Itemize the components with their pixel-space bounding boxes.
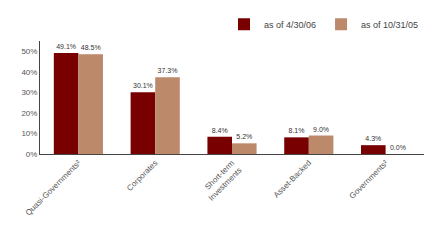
svg-text:50%: 50% [21,47,37,56]
svg-text:Quasi-Governments²: Quasi-Governments² [24,158,83,217]
svg-text:9.0%: 9.0% [313,126,329,133]
svg-text:30.1%: 30.1% [133,82,153,89]
svg-text:37.3%: 37.3% [158,67,178,74]
svg-text:8.1%: 8.1% [289,127,305,134]
svg-text:as of 10/31/05: as of 10/31/05 [361,20,418,30]
svg-text:Asset-Backed: Asset-Backed [272,158,313,199]
svg-text:Governments²: Governments² [348,158,390,200]
svg-text:8.4%: 8.4% [212,127,228,134]
svg-text:5.2%: 5.2% [236,133,252,140]
svg-text:20%: 20% [21,109,37,118]
svg-text:Short-termInvestments: Short-termInvestments [199,158,243,202]
svg-text:30%: 30% [21,88,37,97]
svg-text:49.1%: 49.1% [56,43,76,50]
svg-text:10%: 10% [21,129,37,138]
svg-text:48.5%: 48.5% [81,44,101,51]
svg-text:0.0%: 0.0% [390,144,406,151]
svg-text:as of 4/30/06: as of 4/30/06 [264,20,316,30]
svg-text:4.3%: 4.3% [365,135,381,142]
svg-text:Corporates: Corporates [125,158,159,192]
svg-text:40%: 40% [21,68,37,77]
svg-text:0%: 0% [26,150,38,159]
